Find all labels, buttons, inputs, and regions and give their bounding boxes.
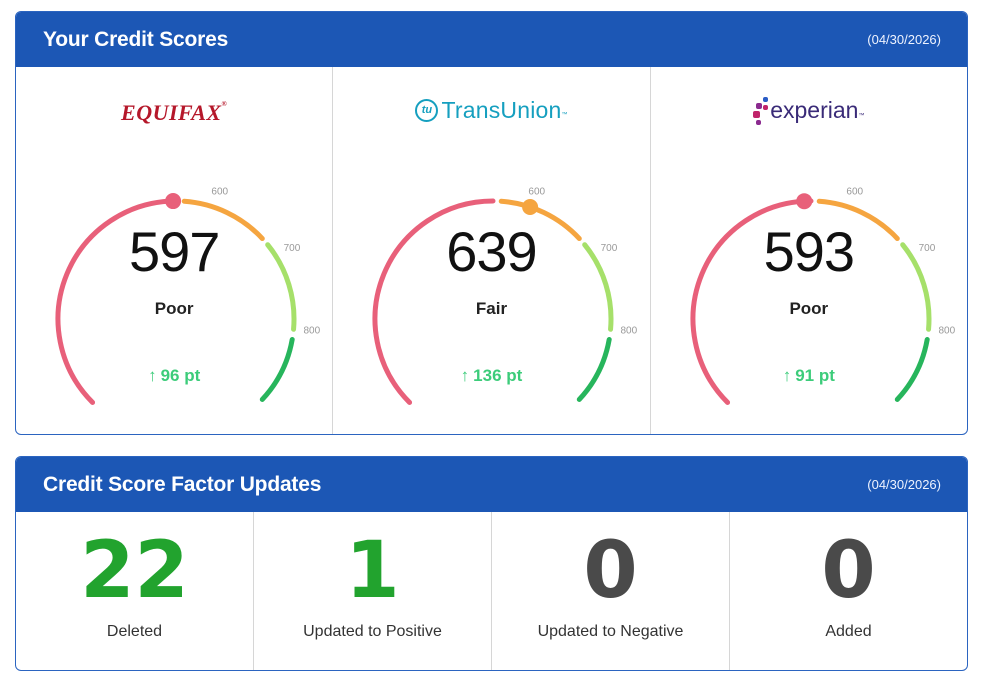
transunion-score-rating: Fair	[475, 299, 508, 318]
factor-added-count: 0	[821, 526, 876, 616]
gauge-segment	[372, 198, 496, 405]
gauge-tick-label: 600	[846, 187, 863, 198]
credit-scores-header: Your Credit Scores (04/30/2026)	[16, 12, 967, 67]
gauge-segment	[816, 198, 900, 242]
arrow-up-icon: ↑	[782, 366, 792, 385]
gauge-tick-label: 700	[918, 243, 935, 254]
gauge-tick-label: 800	[621, 326, 638, 337]
experian-logo: experian ™	[651, 93, 967, 127]
factor-deleted: 22 Deleted	[16, 512, 254, 670]
experian-score-value: 593	[763, 220, 855, 283]
gauge-segment	[181, 198, 265, 242]
equifax-score-gauge: 600 700 800	[55, 187, 321, 405]
transunion-score-change: ↑ 136 pt	[460, 366, 523, 385]
factor-updates-title: Credit Score Factor Updates	[43, 472, 322, 496]
transunion-score-gauge: 600 700 800	[372, 187, 638, 405]
gauge-segment	[55, 198, 179, 405]
arrow-up-icon: ↑	[148, 366, 157, 385]
factor-updated-negative-count: 0	[583, 526, 638, 616]
gauge-segment	[582, 242, 614, 332]
factor-deleted-label: Deleted	[106, 623, 163, 640]
factor-updated-negative-label: Updated to Negative	[537, 623, 684, 640]
factor-updated-negative: 0 Updated to Negative	[492, 512, 730, 670]
factor-updates-header: Credit Score Factor Updates (04/30/2026)	[16, 457, 967, 512]
gauge-tick-label: 600	[529, 187, 546, 198]
gauge-segment	[690, 198, 814, 405]
credit-scores-title: Your Credit Scores	[43, 27, 229, 51]
equifax-score-value: 597	[128, 220, 220, 283]
experian-score-change: ↑ 91 pt	[782, 366, 835, 385]
equifax-score-rating: Poor	[154, 299, 194, 318]
gauge-tick-label: 800	[303, 326, 320, 337]
transunion-logo: tu TransUnion ™	[333, 93, 649, 127]
gauge-tick-label: 700	[601, 243, 618, 254]
factor-updates-date: (04/30/2026)	[867, 477, 941, 492]
factor-added-label: Added	[825, 623, 872, 640]
gauge-tick-label: 800	[938, 326, 955, 337]
gauge-score-marker	[165, 193, 182, 210]
gauge-tick-label: 700	[284, 243, 301, 254]
factor-updates-panel: Credit Score Factor Updates (04/30/2026)…	[15, 456, 968, 671]
credit-scores-date: (04/30/2026)	[867, 32, 941, 47]
equifax-logo: EQUIFAX®	[121, 100, 228, 125]
gauge-score-marker	[522, 198, 539, 215]
gauge-segment	[899, 242, 932, 332]
arrow-up-icon: ↑	[460, 366, 470, 385]
gauge-segment	[894, 336, 930, 402]
experian-dots-icon	[753, 95, 769, 125]
transunion-score-value: 639	[446, 220, 537, 283]
gauge-tick-label: 600	[211, 187, 228, 198]
credit-scores-panel: Your Credit Scores (04/30/2026) EQUIFAX®…	[15, 11, 968, 435]
factor-updated-positive-label: Updated to Positive	[303, 623, 442, 640]
factor-updated-positive-count: 1	[345, 526, 400, 616]
factor-updated-positive: 1 Updated to Positive	[254, 512, 492, 670]
experian-score-rating: Poor	[789, 299, 829, 318]
factor-added: 0 Added	[730, 512, 967, 670]
transunion-score-card: tu TransUnion ™ 600 700 800 639 Fair ↑ 136 …	[333, 67, 651, 434]
gauge-segment	[577, 336, 613, 402]
gauge-score-marker	[795, 193, 812, 210]
experian-score-gauge: 600 700 800	[690, 187, 955, 405]
experian-score-card: experian ™ 600 700 800 593 Poor ↑ 91 pt	[651, 67, 967, 434]
equifax-score-card: EQUIFAX® 600 700 800 597 Poor ↑ 96 pt	[16, 67, 334, 434]
equifax-score-change: ↑ 96 pt	[148, 366, 201, 385]
gauge-segment	[259, 336, 295, 402]
gauge-segment	[499, 198, 583, 242]
gauge-segment	[265, 242, 297, 332]
factor-deleted-count: 22	[80, 526, 189, 616]
